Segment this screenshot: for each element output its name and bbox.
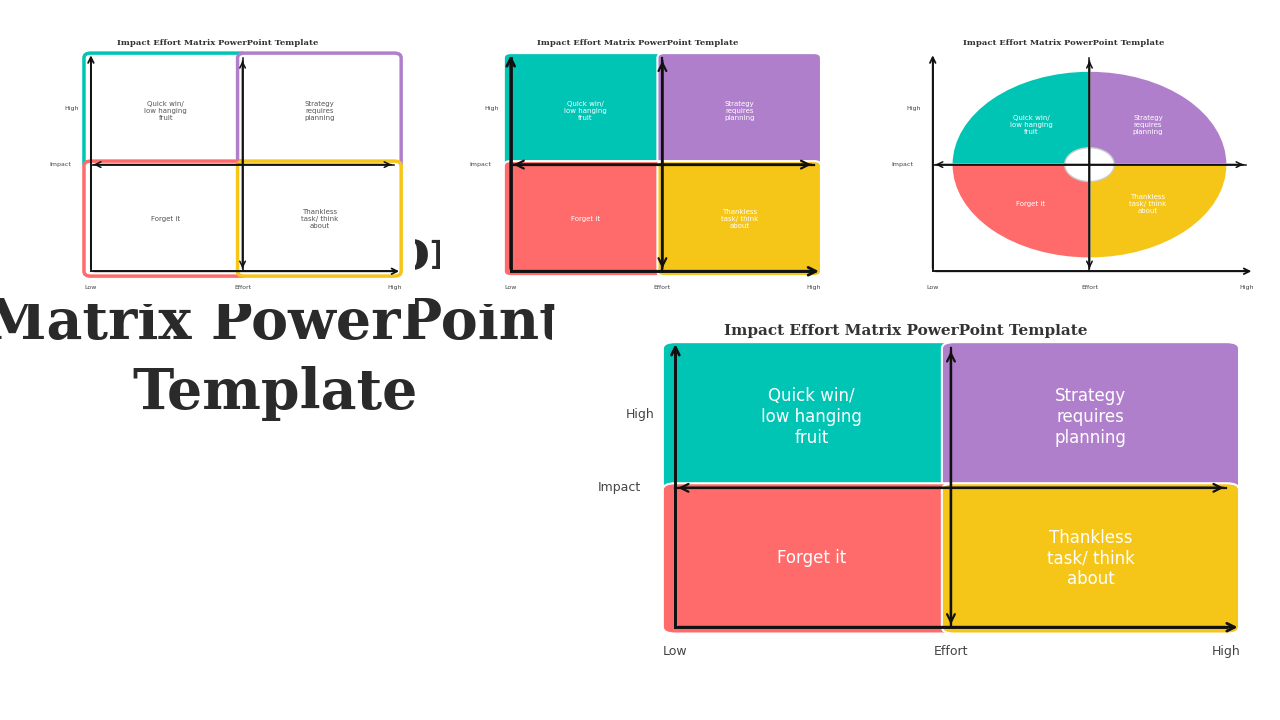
- Text: High: High: [1212, 645, 1240, 658]
- FancyBboxPatch shape: [436, 25, 838, 307]
- FancyBboxPatch shape: [658, 161, 820, 276]
- Text: Impact: Impact: [598, 482, 640, 495]
- FancyBboxPatch shape: [544, 307, 1267, 672]
- Text: Thankless
task/ think
about: Thankless task/ think about: [721, 209, 758, 229]
- Circle shape: [1065, 148, 1115, 181]
- Text: Impact: Impact: [891, 162, 913, 167]
- Text: Thankless
task/ think
about: Thankless task/ think about: [301, 209, 338, 229]
- Wedge shape: [1089, 165, 1228, 258]
- Text: Effort: Effort: [933, 645, 968, 658]
- Text: Effort: Effort: [234, 285, 251, 289]
- Text: Strategy
requires
planning: Strategy requires planning: [724, 101, 754, 121]
- Text: Impact: Impact: [50, 162, 72, 167]
- Text: Quick win/
low hanging
fruit: Quick win/ low hanging fruit: [1010, 114, 1052, 135]
- Text: Low: Low: [663, 645, 687, 658]
- Text: Impact Effort Matrix PowerPoint Template: Impact Effort Matrix PowerPoint Template: [536, 39, 739, 47]
- FancyBboxPatch shape: [238, 161, 401, 276]
- Text: Impact Effort Matrix PowerPoint Template: Impact Effort Matrix PowerPoint Template: [116, 39, 319, 47]
- FancyBboxPatch shape: [504, 161, 667, 276]
- FancyBboxPatch shape: [238, 53, 401, 168]
- Wedge shape: [951, 165, 1089, 258]
- Text: Low: Low: [504, 285, 517, 289]
- Text: Effort: Effort: [1080, 285, 1098, 289]
- Text: Impact: Impact: [470, 162, 492, 167]
- Text: Low: Low: [927, 285, 940, 289]
- FancyBboxPatch shape: [942, 483, 1239, 634]
- FancyBboxPatch shape: [663, 483, 960, 634]
- FancyBboxPatch shape: [17, 25, 419, 307]
- FancyBboxPatch shape: [84, 53, 247, 168]
- Wedge shape: [1089, 71, 1228, 165]
- FancyBboxPatch shape: [856, 25, 1271, 307]
- Text: High: High: [626, 408, 654, 421]
- Text: Strategy
requires
planning: Strategy requires planning: [1133, 114, 1164, 135]
- Text: High: High: [387, 285, 402, 289]
- Text: High: High: [485, 106, 499, 111]
- Text: Quick win/
low hanging
fruit: Quick win/ low hanging fruit: [564, 101, 607, 121]
- Text: High: High: [65, 106, 79, 111]
- Text: Impact Effort Matrix PowerPoint Template: Impact Effort Matrix PowerPoint Template: [724, 324, 1087, 338]
- FancyBboxPatch shape: [504, 53, 667, 168]
- Text: Forget it: Forget it: [1016, 202, 1046, 207]
- FancyBboxPatch shape: [658, 53, 820, 168]
- Text: Low: Low: [84, 285, 97, 289]
- Text: Impact Effort
Matrix PowerPoint
Template: Impact Effort Matrix PowerPoint Template: [0, 226, 564, 421]
- Text: High: High: [1239, 285, 1253, 289]
- Text: Forget it: Forget it: [777, 549, 846, 567]
- FancyBboxPatch shape: [942, 342, 1239, 492]
- Text: Effort: Effort: [654, 285, 671, 289]
- Text: Thankless
task/ think
about: Thankless task/ think about: [1047, 528, 1134, 588]
- FancyBboxPatch shape: [663, 342, 960, 492]
- Text: Strategy
requires
planning: Strategy requires planning: [305, 101, 334, 121]
- Text: Quick win/
low hanging
fruit: Quick win/ low hanging fruit: [762, 387, 861, 447]
- FancyBboxPatch shape: [84, 161, 247, 276]
- Text: Forget it: Forget it: [151, 215, 180, 222]
- Text: Quick win/
low hanging
fruit: Quick win/ low hanging fruit: [145, 101, 187, 121]
- Text: Forget it: Forget it: [571, 215, 600, 222]
- Text: Strategy
requires
planning: Strategy requires planning: [1055, 387, 1126, 447]
- Text: Thankless
task/ think
about: Thankless task/ think about: [1129, 194, 1166, 215]
- Text: High: High: [906, 106, 920, 111]
- Text: Impact Effort Matrix PowerPoint Template: Impact Effort Matrix PowerPoint Template: [963, 39, 1165, 47]
- Text: High: High: [806, 285, 822, 289]
- Wedge shape: [951, 71, 1089, 165]
